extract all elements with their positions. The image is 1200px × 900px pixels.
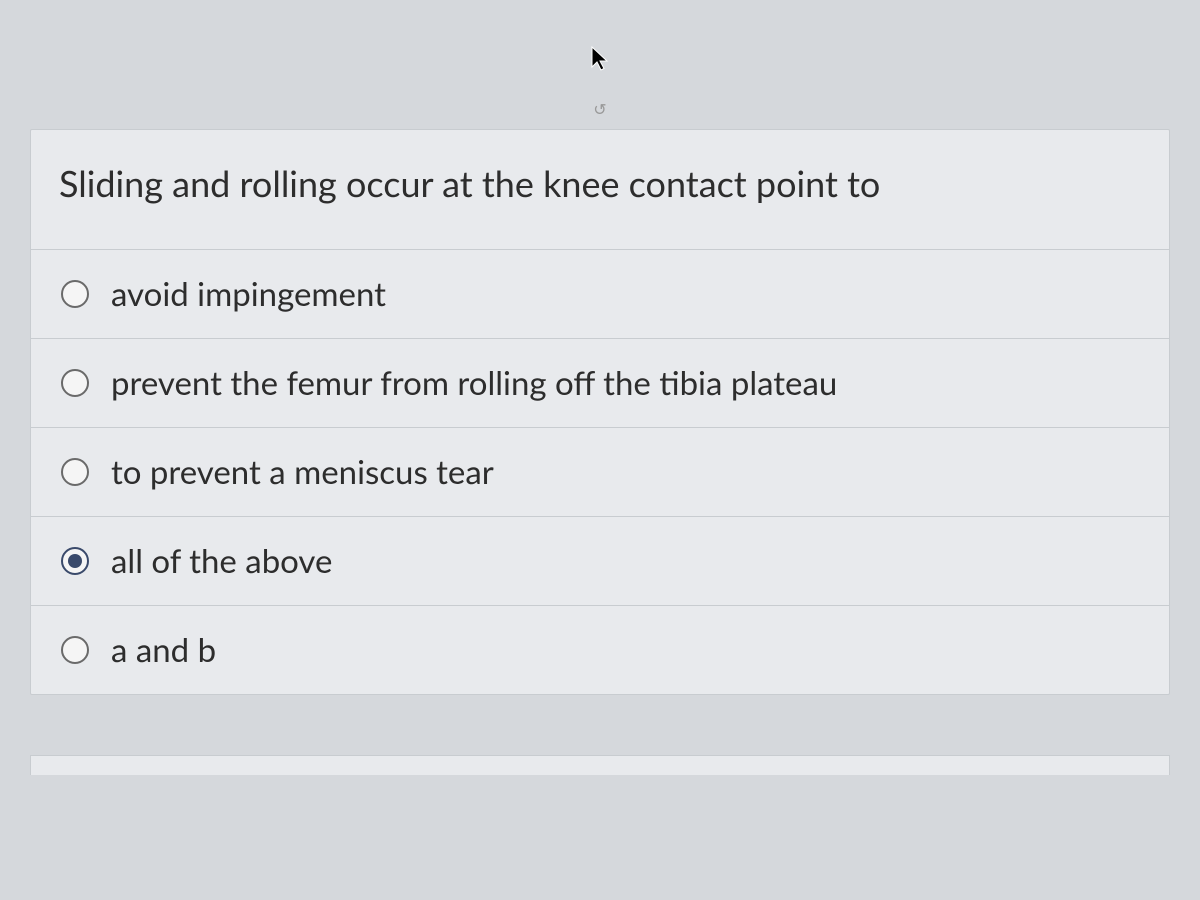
- option-row-3[interactable]: all of the above: [31, 517, 1169, 606]
- option-label-3: all of the above: [111, 541, 332, 581]
- question-container: Sliding and rolling occur at the knee co…: [30, 129, 1170, 695]
- option-label-2: to prevent a meniscus tear: [111, 452, 494, 492]
- cursor-icon: [590, 45, 610, 73]
- option-label-1: prevent the femur from rolling off the t…: [111, 363, 837, 403]
- option-label-4: a and b: [111, 630, 216, 670]
- question-text: Sliding and rolling occur at the knee co…: [31, 130, 1169, 249]
- undo-icon: ↺: [30, 100, 1170, 119]
- option-row-1[interactable]: prevent the femur from rolling off the t…: [31, 339, 1169, 428]
- radio-button-4[interactable]: [61, 636, 89, 664]
- option-row-0[interactable]: avoid impingement: [31, 250, 1169, 339]
- option-row-4[interactable]: a and b: [31, 606, 1169, 694]
- radio-button-3[interactable]: [61, 547, 89, 575]
- radio-button-0[interactable]: [61, 280, 89, 308]
- bottom-spacer: [30, 755, 1170, 775]
- radio-button-1[interactable]: [61, 369, 89, 397]
- option-label-0: avoid impingement: [111, 274, 386, 314]
- options-list: avoid impingement prevent the femur from…: [31, 249, 1169, 694]
- cursor-area: [30, 40, 1170, 100]
- option-row-2[interactable]: to prevent a meniscus tear: [31, 428, 1169, 517]
- radio-button-2[interactable]: [61, 458, 89, 486]
